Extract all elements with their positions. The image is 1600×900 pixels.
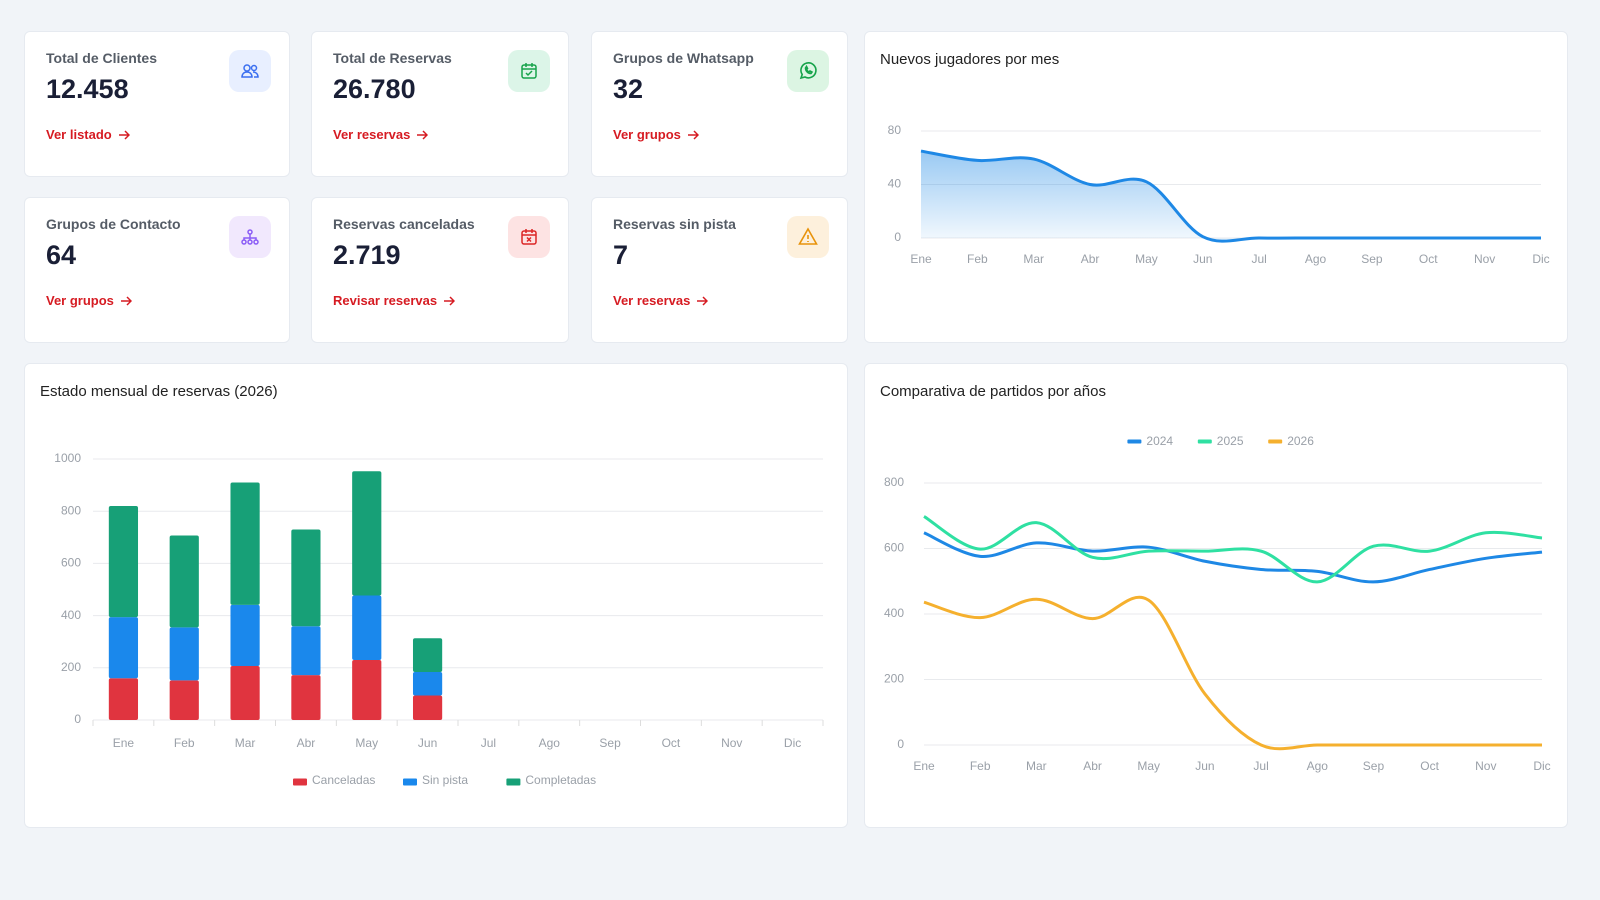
stat-card: Reservas canceladas 2.719 Revisar reserv… xyxy=(311,197,569,343)
card-title: Total de Reservas xyxy=(333,50,452,66)
chart-title: Comparativa de partidos por años xyxy=(880,383,1106,400)
card-link[interactable]: Ver reservas xyxy=(613,293,691,308)
card-value: 26.780 xyxy=(333,74,416,104)
stat-card: Grupos de Contacto 64 Ver grupos xyxy=(24,197,290,343)
card-link-wrap[interactable]: Ver reservas xyxy=(613,293,709,308)
arrow-icon xyxy=(444,295,456,306)
card-title: Grupos de Whatsapp xyxy=(613,50,754,66)
card-link-wrap[interactable]: Ver listado xyxy=(46,127,130,142)
chart-title: Nuevos jugadores por mes xyxy=(880,51,1060,68)
icon xyxy=(229,50,271,92)
card-value: 2.719 xyxy=(333,240,401,270)
stat-card: Grupos de Whatsapp 32 Ver grupos xyxy=(591,31,848,177)
stat-card: Total de Reservas 26.780 Ver reservas xyxy=(311,31,569,177)
card-title: Total de Clientes xyxy=(46,50,157,66)
icon xyxy=(508,216,550,258)
card-link[interactable]: Ver grupos xyxy=(613,127,681,142)
card-title: Grupos de Contacto xyxy=(46,216,181,232)
icon xyxy=(787,50,829,92)
icon xyxy=(787,216,829,258)
card-link-wrap[interactable]: Ver grupos xyxy=(46,293,132,308)
card-link-wrap[interactable]: Ver reservas xyxy=(333,127,429,142)
arrow-icon xyxy=(687,129,699,140)
card-title: Reservas sin pista xyxy=(613,216,736,232)
card-value: 32 xyxy=(613,74,644,104)
arrow-icon xyxy=(118,129,130,140)
card-link[interactable]: Ver grupos xyxy=(46,293,114,308)
card-value: 64 xyxy=(46,240,77,270)
chart-panel: Nuevos jugadores por mes xyxy=(864,31,1568,343)
card-link[interactable]: Revisar reservas xyxy=(333,293,438,308)
stat-card: Reservas sin pista 7 Ver reservas xyxy=(591,197,848,343)
stat-card: Total de Clientes 12.458 Ver listado xyxy=(24,31,290,177)
arrow-icon xyxy=(417,129,429,140)
card-link[interactable]: Ver listado xyxy=(46,127,112,142)
card-link-wrap[interactable]: Revisar reservas xyxy=(333,293,456,308)
chart-panel: Comparativa de partidos por años xyxy=(864,363,1568,828)
chart-title: Estado mensual de reservas (2026) xyxy=(40,383,278,400)
card-link[interactable]: Ver reservas xyxy=(333,127,411,142)
card-title: Reservas canceladas xyxy=(333,216,475,232)
card-link-wrap[interactable]: Ver grupos xyxy=(613,127,699,142)
arrow-icon xyxy=(697,295,709,306)
icon xyxy=(508,50,550,92)
icon xyxy=(229,216,271,258)
chart-panel: Estado mensual de reservas (2026) xyxy=(24,363,848,828)
card-value: 12.458 xyxy=(46,74,129,104)
card-value: 7 xyxy=(613,240,629,270)
arrow-icon xyxy=(120,295,132,306)
